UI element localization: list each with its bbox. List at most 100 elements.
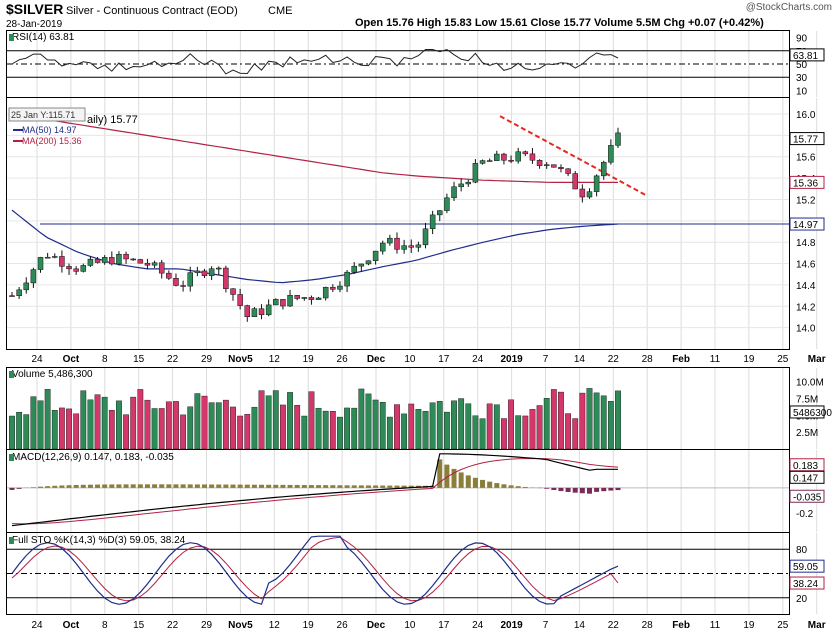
sto-label: Full STO %K(14,3) %D(3) 59.05, 38.24	[12, 535, 186, 546]
volume-bar	[615, 391, 620, 449]
macd-histogram-bar	[45, 486, 50, 488]
ma200-tag: 15.36	[793, 178, 818, 189]
candle-body	[459, 184, 464, 187]
macd-histogram-bar	[152, 484, 157, 488]
x-tick-label: 28	[642, 354, 654, 365]
volume-bar	[515, 416, 520, 449]
macd-histogram-bar	[288, 485, 293, 488]
x-tick-label: 22	[167, 354, 179, 365]
candle-body	[480, 161, 485, 164]
price-tick-label: 15.2	[796, 195, 816, 206]
candle-body	[245, 306, 250, 317]
macd-histogram-bar	[102, 485, 107, 488]
candle-body	[501, 154, 506, 160]
candle-body	[309, 297, 314, 299]
volume-bar	[573, 419, 578, 449]
volume-bar	[508, 400, 513, 449]
candle-body	[138, 259, 143, 263]
volume-label: Volume 5,486,300	[12, 369, 93, 380]
volume-bar	[216, 403, 221, 449]
macd-signal-tag: 0.183	[793, 461, 818, 472]
volume-bar	[66, 409, 71, 449]
price-legend: aily) 15.77	[87, 114, 138, 126]
x-tick-label-bottom: 24	[472, 620, 484, 631]
volume-bar	[159, 408, 164, 449]
price-tick-label: 14.8	[796, 238, 816, 249]
tooltip-text: 25 Jan Y:115.71	[11, 110, 75, 120]
volume-bar	[145, 400, 150, 449]
macd-histogram-bar	[387, 486, 392, 488]
x-tick-label: 12	[269, 354, 281, 365]
volume-bar	[252, 407, 257, 449]
candle-body	[288, 295, 293, 306]
volume-bar	[373, 400, 378, 449]
macd-histogram-bar	[252, 485, 257, 488]
volume-bar	[195, 394, 200, 449]
macd-histogram-bar	[173, 484, 178, 487]
macd-tick-label: -0.2	[796, 509, 814, 520]
candle-body	[159, 263, 164, 273]
macd-histogram-bar	[480, 480, 485, 488]
macd-histogram-bar	[138, 484, 143, 488]
candle-body	[38, 257, 43, 269]
candle-body	[487, 161, 492, 162]
x-tick-label-bottom: Oct	[63, 620, 80, 631]
candle-body	[423, 229, 428, 245]
x-tick-label-bottom: 2019	[500, 620, 523, 631]
volume-bar	[31, 397, 36, 449]
candle-body	[102, 257, 107, 262]
volume-bar	[59, 408, 64, 449]
macd-histogram-bar	[195, 484, 200, 487]
x-tick-label-bottom: 15	[133, 620, 145, 631]
candle-body	[95, 259, 100, 262]
x-tick-label: 15	[133, 354, 145, 365]
candle-body	[537, 160, 542, 165]
volume-bar	[352, 408, 357, 449]
sto-d-tag: 38.24	[793, 579, 818, 590]
candle-body	[223, 268, 228, 289]
volume-bar	[52, 410, 57, 449]
candle-body	[387, 238, 392, 243]
volume-bar	[608, 401, 613, 449]
x-tick-label-bottom: Mar	[808, 620, 826, 631]
x-tick-label-bottom: 10	[404, 620, 416, 631]
candle-body	[359, 264, 364, 266]
rsi-tick-label: 10	[796, 86, 808, 97]
candle-body	[316, 298, 321, 300]
candle-body	[530, 154, 535, 160]
volume-bar	[131, 397, 136, 449]
volume-bar	[230, 407, 235, 449]
volume-bar	[152, 408, 157, 449]
macd-histogram-bar	[188, 484, 193, 487]
x-tick-label: 2019	[500, 354, 523, 365]
macd-tag: 0.147	[793, 473, 818, 484]
x-tick-label-bottom: 26	[337, 620, 349, 631]
macd-histogram-bar	[594, 488, 599, 492]
volume-bar	[16, 412, 21, 449]
chart-date: 28-Jan-2019	[6, 19, 63, 30]
macd-histogram-bar	[601, 488, 606, 491]
candle-body	[444, 198, 449, 211]
volume-bar	[416, 409, 421, 449]
volume-bar	[116, 401, 121, 449]
ma50-tag: 14.97	[793, 220, 818, 231]
volume-bar	[544, 398, 549, 449]
sto-k-tag: 59.05	[793, 562, 818, 573]
volume-bar	[273, 391, 278, 449]
candle-body	[452, 187, 457, 198]
candle-body	[558, 167, 563, 169]
volume-bar	[523, 416, 528, 449]
close-tag: 15.77	[793, 135, 818, 146]
volume-bar	[38, 401, 43, 449]
volume-tag: 5486300	[793, 408, 832, 419]
volume-bar	[387, 417, 392, 449]
candle-body	[116, 254, 121, 264]
volume-bar	[444, 412, 449, 449]
volume-bar	[309, 392, 314, 449]
macd-histogram-bar	[280, 485, 285, 488]
candle-body	[573, 174, 578, 189]
candle-body	[601, 162, 606, 176]
candle-body	[466, 182, 471, 184]
macd-histogram-bar	[345, 485, 350, 488]
candle-body	[551, 165, 556, 168]
